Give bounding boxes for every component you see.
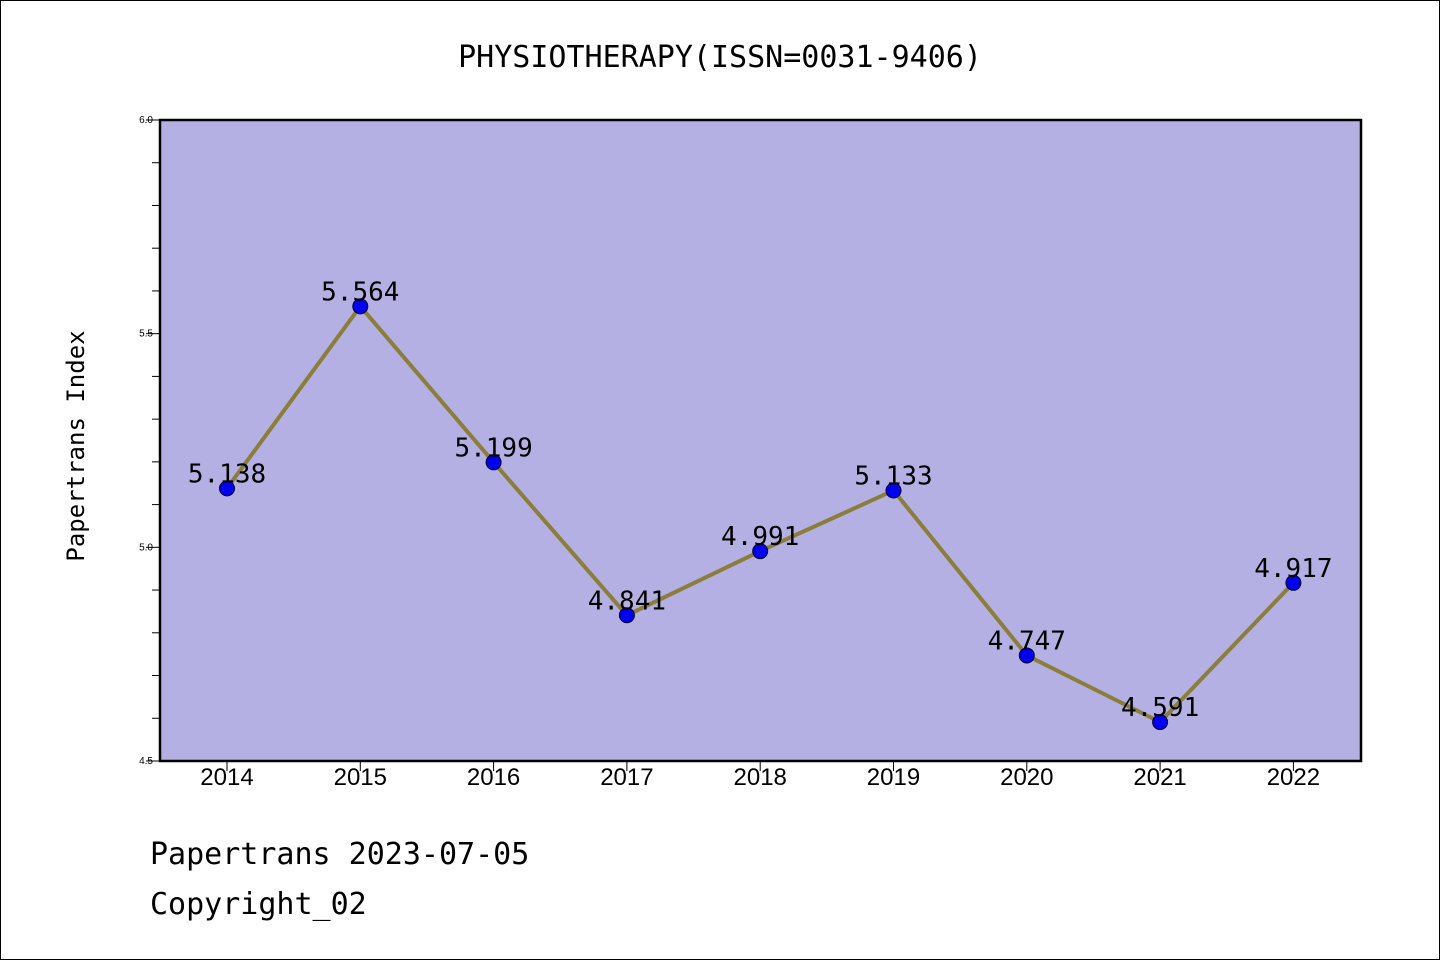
x-tick-label: 2022 [1267, 764, 1320, 791]
data-point [752, 543, 769, 560]
data-point [1152, 714, 1169, 731]
y-tick-label: 5.5 [139, 329, 153, 340]
data-label: 5.564 [321, 277, 399, 307]
data-point [1018, 647, 1035, 664]
data-point [1285, 574, 1302, 591]
footer-copyright: Copyright_02 [150, 887, 367, 922]
x-tick-label: 2019 [867, 764, 920, 791]
data-labels: 5.138 5.564 5.199 4.841 4.991 5.133 4.747 4.591… [188, 277, 1333, 723]
data-label: 4.917 [1254, 554, 1332, 584]
x-tick-label: 2018 [734, 764, 787, 791]
y-tick-label: 4.5 [139, 756, 153, 767]
x-axis: 2014 2015 2016 2017 2018 2019 2020 2021 2022 [200, 761, 1320, 791]
chart-title: PHYSIOTHERAPY(ISSN=0031-9406) [458, 40, 982, 75]
data-point [485, 454, 502, 471]
y-tick-label: 6.0 [139, 115, 153, 126]
y-axis: 4.5 5.0 5.5 6.0 [139, 115, 160, 767]
data-label: 4.841 [588, 586, 666, 616]
y-tick-label: 5.0 [139, 542, 153, 553]
data-label: 4.591 [1121, 693, 1199, 723]
data-label: 5.133 [854, 461, 932, 491]
data-label: 5.199 [454, 433, 532, 463]
x-tick-label: 2017 [600, 764, 653, 791]
footer-date: Papertrans 2023-07-05 [150, 837, 529, 872]
plot-area [160, 120, 1361, 761]
data-label: 4.747 [988, 626, 1066, 656]
plot-border [158, 118, 1363, 763]
x-tick-label: 2021 [1133, 764, 1186, 791]
x-tick-label: 2015 [334, 764, 387, 791]
x-tick-label: 2016 [467, 764, 520, 791]
data-point [352, 298, 369, 315]
x-tick-label: 2014 [200, 764, 253, 791]
data-point [885, 482, 902, 499]
data-label: 4.991 [721, 522, 799, 552]
data-point [618, 607, 635, 624]
data-point [219, 480, 235, 497]
x-tick-label: 2020 [1000, 764, 1053, 791]
data-label: 5.138 [188, 459, 266, 489]
y-axis-label: Papertrans Index [62, 330, 90, 561]
series-markers [219, 298, 1302, 731]
